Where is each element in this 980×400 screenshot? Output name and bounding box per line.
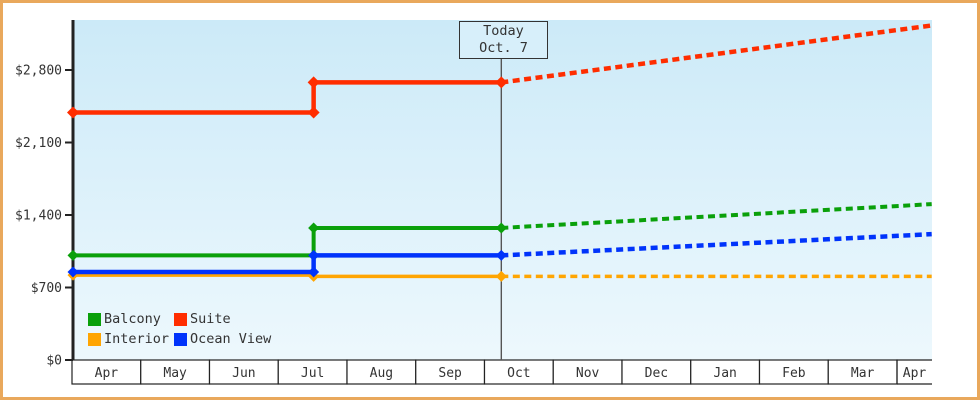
month-label: Jul <box>301 366 324 381</box>
series-marker-balcony <box>308 222 320 234</box>
month-label: Apr <box>95 366 119 381</box>
series-line-interior <box>73 273 502 279</box>
series-marker-ocean-view <box>495 249 507 261</box>
y-tick-label: $700 <box>31 281 62 296</box>
y-tick-label: $2,800 <box>15 64 62 79</box>
month-cell <box>621 359 692 385</box>
series-projection-balcony <box>501 202 932 230</box>
suite-swatch-icon <box>174 312 187 326</box>
month-label: May <box>163 366 187 381</box>
y-tick-label: $1,400 <box>15 209 62 224</box>
series-marker-balcony <box>495 222 507 234</box>
today-label: Today <box>483 23 524 39</box>
today-annotation-box: Today Oct. 7 <box>459 21 548 59</box>
interior-swatch-icon <box>88 332 101 346</box>
plot-background <box>74 20 932 360</box>
legend-item-ocean-view: Ocean View <box>174 331 271 347</box>
legend-label-interior: Interior <box>104 331 170 347</box>
series-marker-suite <box>307 106 320 119</box>
series-marker-suite <box>307 76 320 89</box>
y-tick-label: $2,100 <box>15 136 62 151</box>
month-cell <box>758 359 829 385</box>
legend-label-balcony: Balcony <box>104 311 161 327</box>
series-marker-balcony <box>67 249 79 261</box>
month-cell <box>71 359 142 385</box>
today-date: Oct. 7 <box>479 40 528 56</box>
series-marker-suite <box>67 106 79 119</box>
month-cell <box>690 359 761 385</box>
series-line-suite <box>73 80 502 115</box>
legend-label-ocean-view: Ocean View <box>190 331 272 347</box>
month-cell <box>896 359 932 385</box>
month-label: Jan <box>713 366 736 381</box>
legend-item-suite: Suite <box>174 311 231 327</box>
month-cell <box>552 359 623 385</box>
legend-item-balcony: Balcony <box>88 311 161 327</box>
month-label: Jun <box>232 366 255 381</box>
y-tick-label: $0 <box>46 354 62 369</box>
ocean-view-swatch-icon <box>174 332 187 346</box>
month-label: Nov <box>576 366 600 381</box>
series-marker-interior <box>495 270 507 282</box>
series-marker-suite <box>495 76 508 89</box>
month-label: Mar <box>851 366 875 381</box>
legend-label-suite: Suite <box>190 311 231 327</box>
month-label: Apr <box>903 366 927 381</box>
month-label: Feb <box>782 366 806 381</box>
legend-item-interior: Interior <box>88 331 169 347</box>
series-projection-ocean-view <box>501 231 932 258</box>
series-marker-ocean-view <box>67 266 79 278</box>
month-cell <box>483 359 554 385</box>
month-label: Aug <box>370 366 393 381</box>
series-marker-ocean-view <box>308 266 320 278</box>
series-marker-ocean-view <box>308 249 320 261</box>
month-cell <box>208 359 279 385</box>
series-line-balcony <box>73 225 502 258</box>
month-label: Sep <box>438 366 462 381</box>
month-label: Oct <box>507 366 530 381</box>
balcony-swatch-icon <box>88 312 101 326</box>
month-label: Dec <box>645 366 668 381</box>
series-projection-suite <box>501 23 932 85</box>
series-line-ocean-view <box>73 253 502 275</box>
